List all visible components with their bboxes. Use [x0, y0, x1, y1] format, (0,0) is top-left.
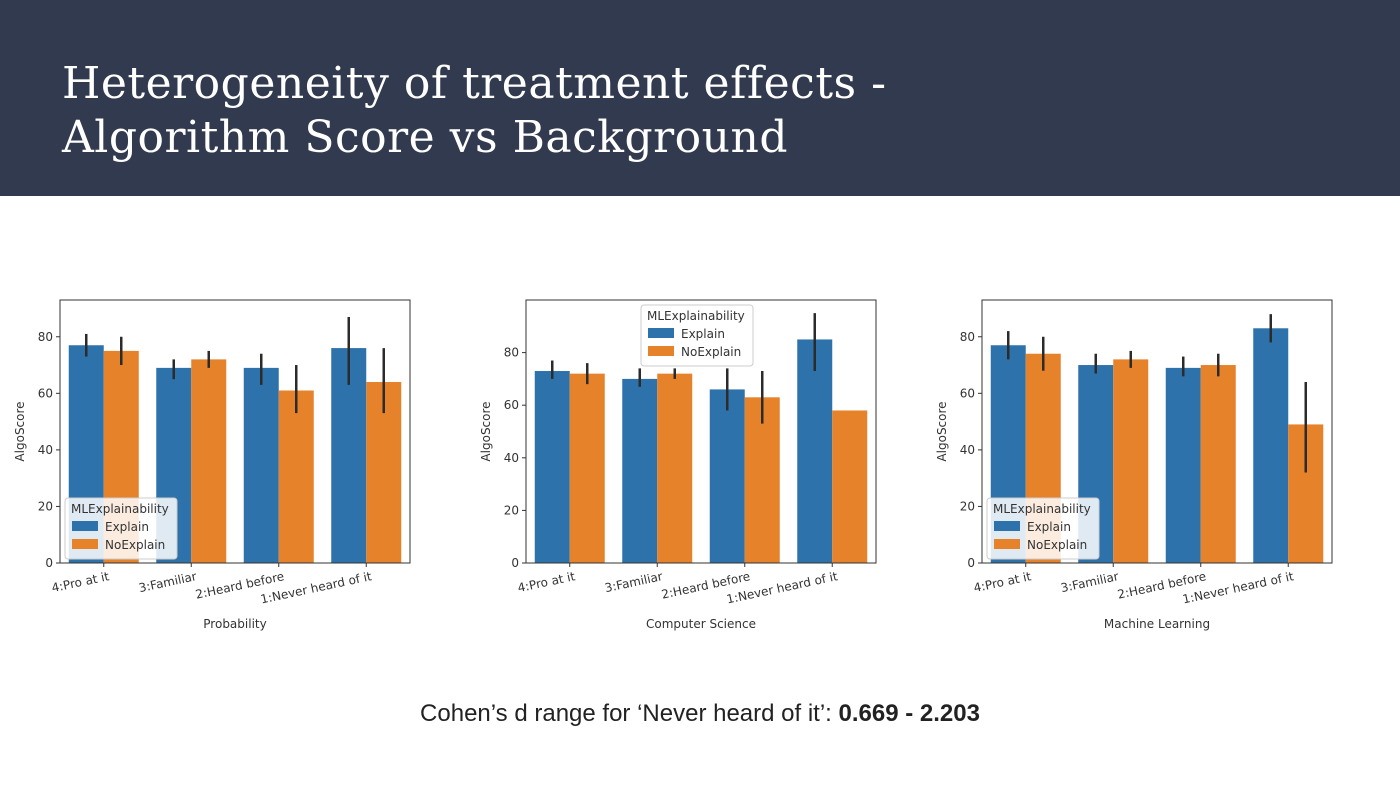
legend-swatch-noexplain — [648, 346, 674, 356]
cohens-d-label: Cohen’s d range for ‘Never heard of it’: — [420, 700, 839, 727]
legend-label-noexplain: NoExplain — [105, 538, 165, 552]
y-axis-label: AlgoScore — [13, 401, 27, 461]
legend-label-explain: Explain — [105, 520, 149, 534]
bar-noexplain — [1113, 359, 1149, 563]
x-tick-label: 4:Pro at it — [516, 569, 576, 595]
y-tick-label: 0 — [511, 556, 519, 570]
y-axis-label: AlgoScore — [935, 401, 949, 461]
y-axis-label: AlgoScore — [479, 401, 493, 461]
bar-noexplain — [1200, 365, 1236, 563]
legend-title: MLExplainability — [71, 502, 169, 516]
legend-swatch-explain — [994, 521, 1020, 531]
x-axis-label: Computer Science — [646, 617, 756, 631]
bar-explain — [1253, 328, 1289, 563]
y-tick-label: 40 — [960, 443, 975, 457]
y-tick-label: 0 — [967, 556, 975, 570]
bar-explain — [709, 389, 745, 563]
legend: MLExplainability Explain NoExplain — [640, 304, 754, 367]
cohens-d-note: Cohen’s d range for ‘Never heard of it’:… — [0, 700, 1400, 728]
legend-title: MLExplainability — [647, 309, 745, 323]
title-banner: Heterogeneity of treatment effects - Alg… — [0, 0, 1400, 196]
chart-machine-learning: 0 20 40 60 80 4:Pro at it 3:Familiar 2:Heard be… — [932, 290, 1342, 640]
legend-swatch-noexplain — [72, 539, 98, 549]
y-tick-label: 20 — [38, 499, 53, 513]
x-tick-label: 4:Pro at it — [972, 569, 1032, 595]
cohens-d-value: 0.669 - 2.203 — [838, 700, 980, 727]
plot-frame — [525, 299, 877, 564]
x-axis-label: Probability — [203, 617, 266, 631]
bar-noexplain — [191, 359, 227, 563]
x-axis-label: Machine Learning — [1104, 617, 1210, 631]
legend: MLExplainability Explain NoExplain — [986, 497, 1100, 560]
bar-noexplain — [657, 373, 693, 563]
chart-probability: 0 20 40 60 80 4:Pro at it 3:Familiar 2:Heard be… — [10, 290, 420, 640]
chart-computer-science: 0 20 40 60 80 4:Pro at it 3:Familiar 2:Heard be… — [476, 290, 886, 640]
bar-explain — [1165, 367, 1201, 563]
plot-frame — [981, 299, 1333, 564]
legend-label-explain: Explain — [681, 327, 725, 341]
x-tick-label: 3:Familiar — [137, 569, 198, 595]
slide-title-line-1: Heterogeneity of treatment effects - — [62, 58, 887, 109]
y-tick-label: 60 — [504, 398, 519, 412]
legend-title: MLExplainability — [993, 502, 1091, 516]
y-tick-label: 20 — [504, 503, 519, 517]
x-tick-label: 4:Pro at it — [50, 569, 110, 595]
bar-explain — [622, 378, 658, 563]
y-tick-label: 60 — [38, 386, 53, 400]
bar-noexplain — [569, 373, 605, 563]
legend-label-noexplain: NoExplain — [681, 345, 741, 359]
y-tick-label: 80 — [38, 330, 53, 344]
legend-swatch-noexplain — [994, 539, 1020, 549]
bar-explain — [797, 339, 833, 563]
bar-noexplain — [832, 410, 868, 563]
y-tick-label: 80 — [960, 330, 975, 344]
y-tick-label: 40 — [504, 451, 519, 465]
plot-frame — [59, 299, 411, 564]
bar-noexplain — [278, 390, 314, 563]
y-tick-label: 20 — [960, 499, 975, 513]
bar-noexplain — [744, 397, 780, 563]
bar-explain — [243, 367, 279, 563]
legend-swatch-explain — [648, 328, 674, 338]
x-tick-label: 3:Familiar — [603, 569, 664, 595]
legend-label-noexplain: NoExplain — [1027, 538, 1087, 552]
y-tick-label: 40 — [38, 443, 53, 457]
y-tick-label: 0 — [45, 556, 53, 570]
slide-title-line-2: Algorithm Score vs Background — [62, 112, 788, 163]
legend-label-explain: Explain — [1027, 520, 1071, 534]
x-tick-label: 3:Familiar — [1059, 569, 1120, 595]
y-tick-label: 80 — [504, 346, 519, 360]
legend: MLExplainability Explain NoExplain — [64, 497, 178, 560]
bar-explain — [534, 371, 570, 563]
y-tick-label: 60 — [960, 386, 975, 400]
legend-swatch-explain — [72, 521, 98, 531]
